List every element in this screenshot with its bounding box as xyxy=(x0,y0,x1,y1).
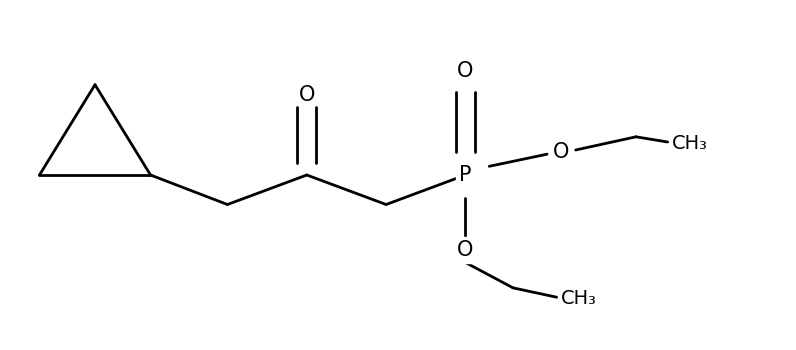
Text: O: O xyxy=(552,142,569,162)
Text: O: O xyxy=(457,61,474,81)
Text: O: O xyxy=(457,240,474,260)
Text: P: P xyxy=(459,165,472,185)
Text: CH₃: CH₃ xyxy=(560,289,596,308)
Text: CH₃: CH₃ xyxy=(672,134,708,153)
Text: O: O xyxy=(298,85,315,105)
